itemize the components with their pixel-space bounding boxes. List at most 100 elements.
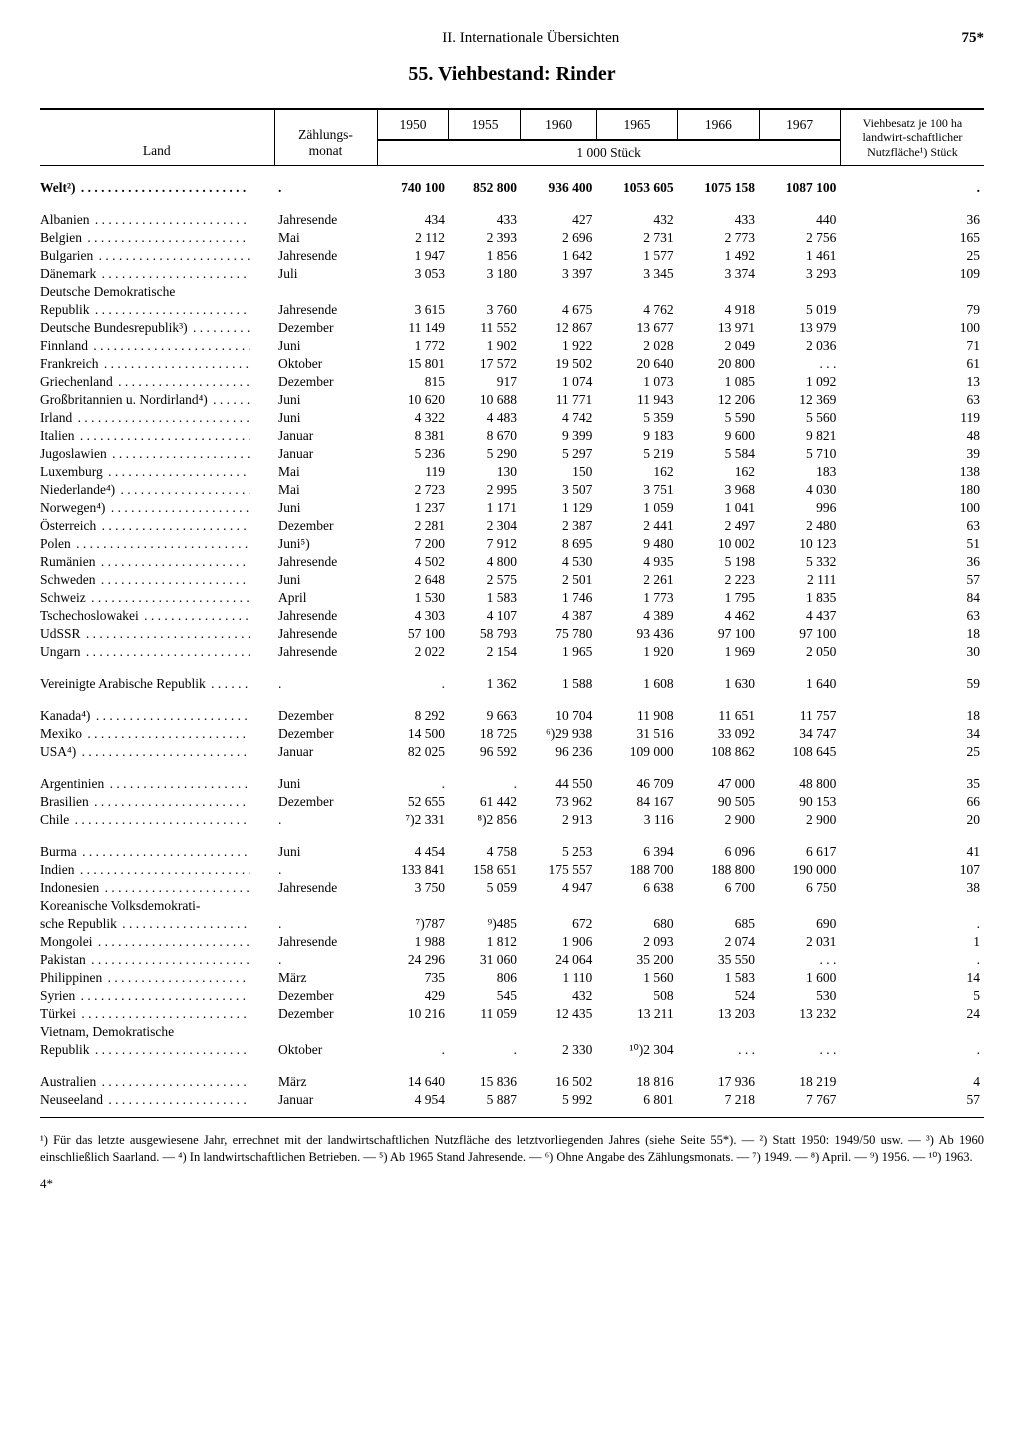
value-cell: 10 002 bbox=[678, 535, 759, 553]
ratio-cell bbox=[840, 1023, 984, 1041]
value-cell: 18 816 bbox=[596, 1073, 677, 1091]
ratio-cell: 61 bbox=[840, 355, 984, 373]
value-cell bbox=[759, 897, 840, 915]
month-cell: Juni bbox=[274, 391, 377, 409]
country-cell: Republik bbox=[40, 301, 274, 319]
ratio-cell: 38 bbox=[840, 879, 984, 897]
value-cell: 75 780 bbox=[521, 625, 596, 643]
month-cell: . bbox=[274, 951, 377, 969]
table-row: Niederlande⁴)Mai2 7232 9953 5073 7513 96… bbox=[40, 481, 984, 499]
value-cell: 93 436 bbox=[596, 625, 677, 643]
table-row bbox=[40, 829, 984, 843]
value-cell bbox=[521, 897, 596, 915]
value-cell: 2 031 bbox=[759, 933, 840, 951]
table-row: Koreanische Volksdemokrati- bbox=[40, 897, 984, 915]
value-cell: 13 971 bbox=[678, 319, 759, 337]
ratio-cell: 84 bbox=[840, 589, 984, 607]
country-cell: Indien bbox=[40, 861, 274, 879]
value-cell: 188 800 bbox=[678, 861, 759, 879]
value-cell: 690 bbox=[759, 915, 840, 933]
month-cell: Januar bbox=[274, 743, 377, 761]
value-cell: . . . bbox=[759, 355, 840, 373]
value-cell: 5 359 bbox=[596, 409, 677, 427]
value-cell bbox=[377, 897, 449, 915]
table-row: PhilippinenMärz7358061 1101 5601 5831 60… bbox=[40, 969, 984, 987]
ratio-cell: 24 bbox=[840, 1005, 984, 1023]
value-cell: 2 731 bbox=[596, 229, 677, 247]
value-cell: 3 293 bbox=[759, 265, 840, 283]
ratio-cell: 138 bbox=[840, 463, 984, 481]
ratio-cell: 100 bbox=[840, 319, 984, 337]
value-cell: 740 100 bbox=[377, 166, 449, 198]
value-cell: 1 969 bbox=[678, 643, 759, 661]
country-cell: Ungarn bbox=[40, 643, 274, 661]
value-cell: 162 bbox=[596, 463, 677, 481]
value-cell: 16 502 bbox=[521, 1073, 596, 1091]
value-cell: 57 100 bbox=[377, 625, 449, 643]
value-cell: 7 767 bbox=[759, 1091, 840, 1109]
value-cell: 13 979 bbox=[759, 319, 840, 337]
country-cell: Schweiz bbox=[40, 589, 274, 607]
value-cell: 2 756 bbox=[759, 229, 840, 247]
value-cell: 1 041 bbox=[678, 499, 759, 517]
page-number: 75* bbox=[962, 30, 985, 47]
country-cell: UdSSR bbox=[40, 625, 274, 643]
value-cell bbox=[521, 1023, 596, 1041]
month-cell: Jahresende bbox=[274, 607, 377, 625]
value-cell: 34 747 bbox=[759, 725, 840, 743]
value-cell: 1 530 bbox=[377, 589, 449, 607]
col-ratio: Viehbesatz je 100 ha landwirt-schaftlich… bbox=[840, 109, 984, 166]
value-cell: . . . bbox=[759, 951, 840, 969]
ratio-cell: 51 bbox=[840, 535, 984, 553]
value-cell: 1 600 bbox=[759, 969, 840, 987]
value-cell: 2 575 bbox=[449, 571, 521, 589]
country-cell: Chile bbox=[40, 811, 274, 829]
value-cell: 20 640 bbox=[596, 355, 677, 373]
value-cell: 18 219 bbox=[759, 1073, 840, 1091]
value-cell: 84 167 bbox=[596, 793, 677, 811]
value-cell: ¹⁰)2 304 bbox=[596, 1041, 677, 1059]
value-cell: 108 862 bbox=[678, 743, 759, 761]
value-cell: 1 085 bbox=[678, 373, 759, 391]
value-cell: 48 800 bbox=[759, 775, 840, 793]
country-cell: Mongolei bbox=[40, 933, 274, 951]
country-cell: Vietnam, Demokratische bbox=[40, 1023, 274, 1041]
value-cell: 3 345 bbox=[596, 265, 677, 283]
value-cell: 2 696 bbox=[521, 229, 596, 247]
value-cell: 1 560 bbox=[596, 969, 677, 987]
unit-label: 1 000 Stück bbox=[377, 140, 840, 166]
table-row: SchwedenJuni2 6482 5752 5012 2612 2232 1… bbox=[40, 571, 984, 589]
value-cell: 3 751 bbox=[596, 481, 677, 499]
value-cell: 7 218 bbox=[678, 1091, 759, 1109]
value-cell: 13 203 bbox=[678, 1005, 759, 1023]
page-title: 55. Viehbestand: Rinder bbox=[40, 63, 984, 86]
country-cell: Republik bbox=[40, 1041, 274, 1059]
table-row: FrankreichOktober15 80117 57219 50220 64… bbox=[40, 355, 984, 373]
country-cell: Dänemark bbox=[40, 265, 274, 283]
value-cell: 4 947 bbox=[521, 879, 596, 897]
value-cell: 1 965 bbox=[521, 643, 596, 661]
value-cell: 9 663 bbox=[449, 707, 521, 725]
table-row bbox=[40, 761, 984, 775]
value-cell: 188 700 bbox=[596, 861, 677, 879]
value-cell: 6 750 bbox=[759, 879, 840, 897]
value-cell: 96 592 bbox=[449, 743, 521, 761]
value-cell: 936 400 bbox=[521, 166, 596, 198]
value-cell: 3 180 bbox=[449, 265, 521, 283]
month-cell: . bbox=[274, 861, 377, 879]
table-row: IrlandJuni4 3224 4834 7425 3595 5905 560… bbox=[40, 409, 984, 427]
value-cell: 97 100 bbox=[759, 625, 840, 643]
col-country: Land bbox=[40, 109, 274, 166]
ratio-cell: 109 bbox=[840, 265, 984, 283]
month-cell: Mai bbox=[274, 229, 377, 247]
ratio-cell: 180 bbox=[840, 481, 984, 499]
value-cell: . bbox=[449, 775, 521, 793]
value-cell: 6 394 bbox=[596, 843, 677, 861]
value-cell: 4 954 bbox=[377, 1091, 449, 1109]
value-cell: 11 908 bbox=[596, 707, 677, 725]
value-cell: 806 bbox=[449, 969, 521, 987]
value-cell: 5 198 bbox=[678, 553, 759, 571]
value-cell: 2 028 bbox=[596, 337, 677, 355]
value-cell: 190 000 bbox=[759, 861, 840, 879]
table-row: DänemarkJuli3 0533 1803 3973 3453 3743 2… bbox=[40, 265, 984, 283]
